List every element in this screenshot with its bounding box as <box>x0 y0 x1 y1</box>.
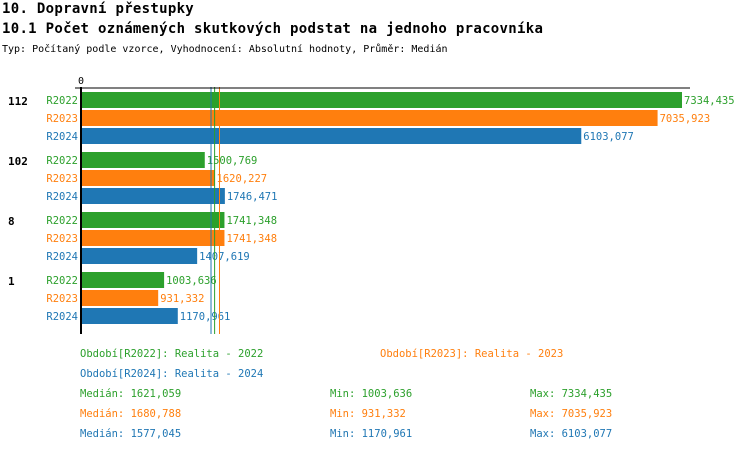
bar <box>82 188 225 204</box>
bar <box>82 110 658 126</box>
bar <box>82 230 225 246</box>
bar-value-label: 1170,961 <box>180 311 231 323</box>
chart-title: 10.1 Počet oznámených skutkových podstat… <box>2 21 544 37</box>
stat-min: Min: 1170,961 <box>330 428 413 440</box>
bar-value-label: 1620,227 <box>217 173 268 185</box>
stat-max: Max: 7334,435 <box>530 388 613 400</box>
bar-value-label: 6103,077 <box>583 131 634 143</box>
series-label: R2024 <box>46 311 78 323</box>
series-label: R2024 <box>46 131 78 143</box>
series-label: R2022 <box>46 95 78 107</box>
category-label: 1 <box>8 275 15 288</box>
legend-r2024: Období[R2024]: Realita - 2024 <box>80 368 264 380</box>
bar-value-label: 1741,348 <box>226 233 277 245</box>
series-label: R2022 <box>46 215 78 227</box>
series-label: R2024 <box>46 191 78 203</box>
bar <box>82 248 198 264</box>
bar-value-label: 7334,435 <box>684 95 735 107</box>
stat-median: Medián: 1680,788 <box>80 408 182 420</box>
stat-max: Max: 6103,077 <box>530 428 613 440</box>
section-title: 10. Dopravní přestupky <box>2 1 195 17</box>
bar <box>82 170 215 186</box>
stat-min: Min: 1003,636 <box>330 388 413 400</box>
series-label: R2024 <box>46 251 78 263</box>
series-label: R2023 <box>46 233 78 245</box>
series-label: R2023 <box>46 293 78 305</box>
series-label: R2023 <box>46 173 78 185</box>
chart-description: Typ: Počítaný podle vzorce, Vyhodnocení:… <box>2 44 448 55</box>
bar <box>82 128 582 144</box>
bar-value-label: 1407,619 <box>199 251 250 263</box>
bar <box>82 92 682 108</box>
bar <box>82 272 165 288</box>
stat-median: Medián: 1621,059 <box>80 388 182 400</box>
stat-min: Min: 931,332 <box>330 408 406 420</box>
series-label: R2022 <box>46 275 78 287</box>
bar <box>82 152 205 168</box>
category-label: 112 <box>8 95 28 108</box>
bar-value-label: 931,332 <box>160 293 204 305</box>
legend-r2023: Období[R2023]: Realita - 2023 <box>380 348 564 360</box>
bar-value-label: 7035,923 <box>660 113 711 125</box>
bar-value-label: 1746,471 <box>227 191 278 203</box>
bar-value-label: 1003,636 <box>166 275 217 287</box>
stat-max: Max: 7035,923 <box>530 408 613 420</box>
category-label: 8 <box>8 215 15 228</box>
bar <box>82 308 178 324</box>
category-label: 102 <box>8 155 28 168</box>
axis-zero-label: 0 <box>78 76 84 87</box>
legend-r2022: Období[R2022]: Realita - 2022 <box>80 348 264 360</box>
bar-value-label: 1741,348 <box>226 215 277 227</box>
bar <box>82 212 225 228</box>
series-label: R2023 <box>46 113 78 125</box>
series-label: R2022 <box>46 155 78 167</box>
bar <box>82 290 159 306</box>
stat-median: Medián: 1577,045 <box>80 428 182 440</box>
